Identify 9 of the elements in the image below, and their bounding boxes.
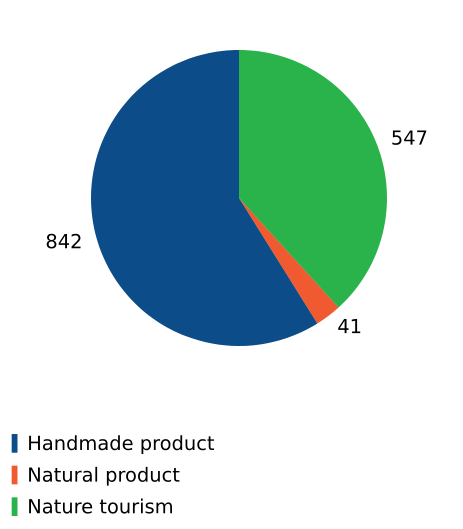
legend-label: Handmade product [29, 435, 214, 454]
legend-label: Natural product [29, 466, 180, 486]
pie-slice [239, 50, 387, 308]
data-label: 842 [46, 234, 81, 248]
pie-slice [91, 50, 318, 346]
pie-slice [239, 198, 339, 324]
legend-label: Nature tourism [29, 498, 172, 514]
data-label: 547 [392, 130, 426, 145]
data-label: 41 [338, 318, 360, 334]
